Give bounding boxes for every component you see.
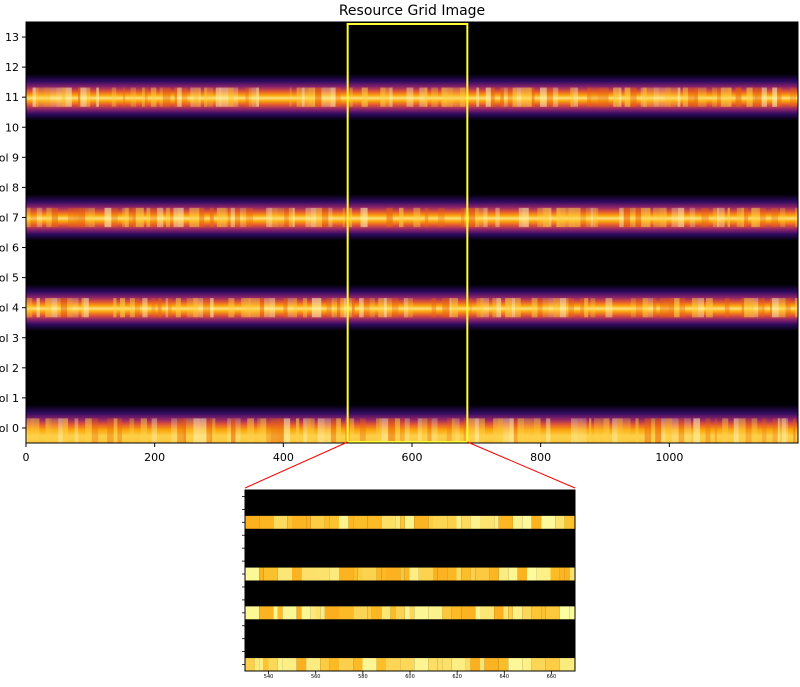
inset-x-tick-label: 620 bbox=[452, 674, 462, 680]
inset-x-tick-label: 640 bbox=[500, 674, 510, 680]
band-texture-0 bbox=[26, 418, 796, 443]
inset-band-symbol-11 bbox=[245, 515, 575, 529]
inset-x-tick-label: 580 bbox=[358, 674, 368, 680]
x-tick-label: 600 bbox=[402, 451, 423, 464]
zoom-connector-left bbox=[244, 441, 348, 489]
inset-x-ticks: 540 560 580 600 620 640 660 bbox=[264, 671, 556, 680]
band-texture-11 bbox=[32, 87, 796, 107]
main-x-ticks: 0 200 400 600 800 1000 bbox=[23, 443, 683, 464]
inset-band-symbol-7 bbox=[245, 567, 575, 581]
band-texture-4 bbox=[26, 298, 798, 318]
y-tick-label: 10 bbox=[5, 121, 19, 134]
inset-heatmap-bands bbox=[245, 515, 575, 671]
y-tick-label: ol 6 bbox=[0, 242, 19, 255]
x-tick-label: 400 bbox=[273, 451, 294, 464]
inset-plot-frame bbox=[244, 489, 576, 672]
y-tick-label: ol 5 bbox=[0, 272, 19, 285]
y-tick-label: 11 bbox=[5, 91, 19, 104]
y-tick-label: ol 8 bbox=[0, 181, 19, 194]
y-tick-label: ol 2 bbox=[0, 362, 19, 375]
y-tick-label: ol 3 bbox=[0, 332, 19, 345]
inset-x-tick-label: 540 bbox=[264, 674, 274, 680]
y-tick-label: ol 0 bbox=[0, 422, 19, 435]
y-tick-label: 13 bbox=[5, 31, 19, 44]
chart-title: Resource Grid Image bbox=[339, 3, 485, 19]
inset-band-symbol-0 bbox=[245, 658, 575, 671]
y-tick-label: ol 7 bbox=[0, 211, 19, 224]
band-texture-7 bbox=[26, 207, 798, 228]
y-tick-label: ol 9 bbox=[0, 151, 19, 164]
band-symbol-7 bbox=[26, 194, 798, 241]
inset-x-tick-label: 560 bbox=[311, 674, 321, 680]
band-symbol-11 bbox=[26, 73, 798, 121]
zoom-connector-right bbox=[467, 441, 576, 489]
x-tick-label: 800 bbox=[530, 451, 551, 464]
x-tick-label: 0 bbox=[23, 451, 30, 464]
main-plot-frame bbox=[25, 21, 799, 444]
zoom-region-box bbox=[346, 23, 469, 443]
main-heatmap-bands bbox=[26, 73, 798, 443]
main-y-ticks: ol 0 ol 1 ol 2 ol 3 ol 4 ol 5 ol 6 ol 7 ol 8 ol 9… bbox=[0, 31, 26, 435]
inset-x-tick-label: 660 bbox=[547, 674, 557, 680]
x-tick-label: 200 bbox=[144, 451, 165, 464]
y-tick-label: ol 1 bbox=[0, 392, 19, 405]
y-tick-label: ol 4 bbox=[0, 302, 19, 315]
y-tick-label: 12 bbox=[5, 61, 19, 74]
inset-axes: 540 560 580 600 620 640 660 bbox=[242, 489, 576, 680]
inset-band-symbol-4 bbox=[245, 606, 575, 620]
x-tick-label: 1000 bbox=[655, 451, 683, 464]
main-axes: 0 200 400 600 800 1000 ol 0ol 1ol 2ol 3ol 4ol… bbox=[0, 21, 799, 464]
inset-x-tick-label: 600 bbox=[405, 674, 415, 680]
